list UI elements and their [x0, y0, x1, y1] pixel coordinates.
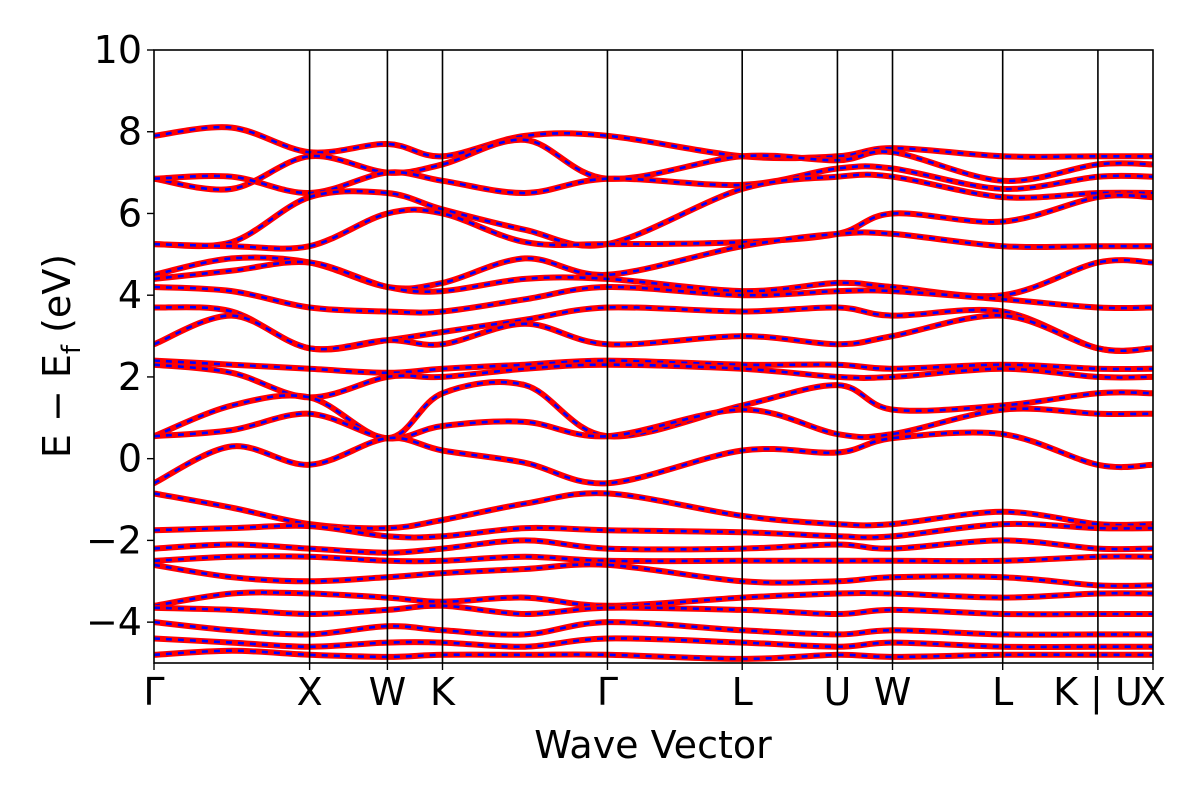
- y-tick-label: 4: [118, 273, 142, 317]
- y-tick-label: 2: [118, 355, 142, 399]
- y-axis-title-main: E − E: [35, 354, 79, 458]
- band-down-5: [154, 193, 1153, 250]
- y-axis-title: E − Ef (eV): [35, 254, 87, 458]
- band-down-2: [154, 138, 1153, 191]
- x-tick-label: L: [992, 670, 1013, 714]
- x-tick-label: L: [732, 670, 753, 714]
- y-axis-ticks: −4 −2 0 2 4 6 8 10: [86, 28, 154, 644]
- y-axis-title-subscript: f: [57, 344, 87, 354]
- y-tick-label: −2: [86, 518, 142, 562]
- x-tick-label: Γ: [597, 670, 618, 714]
- x-tick-label: K: [430, 670, 456, 714]
- plot-frame: [153, 49, 1154, 664]
- x-tick-label: X: [1140, 670, 1166, 714]
- y-tick-label: 6: [118, 191, 142, 235]
- y-tick-label: 8: [118, 110, 142, 154]
- x-axis-title: Wave Vector: [534, 723, 772, 767]
- y-tick-label: −4: [86, 600, 142, 644]
- x-tick-label: U: [824, 670, 852, 714]
- x-tick-label: W: [369, 670, 407, 714]
- x-tick-label: W: [874, 670, 912, 714]
- high-symmetry-lines: [308, 50, 1099, 663]
- x-tick-label: K | U: [1053, 670, 1143, 715]
- y-tick-label: 0: [118, 437, 142, 481]
- x-tick-label: Γ: [143, 670, 164, 714]
- y-axis-title-unit: (eV): [35, 254, 79, 345]
- y-tick-label: 10: [94, 28, 142, 72]
- x-tick-label: X: [297, 670, 323, 714]
